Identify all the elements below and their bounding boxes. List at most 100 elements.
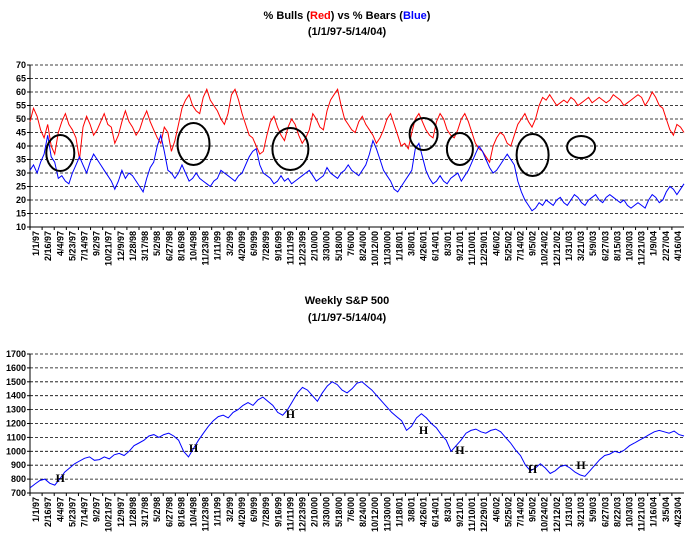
chart2-x-tick-label: 7/14/97 [80,497,90,527]
chart1-x-tick-label: 9/21/01 [455,231,465,261]
chart1-highlight-circle [271,127,310,171]
chart2-y-tick-label: 1700 [6,349,26,359]
chart2-x-tick-label: 1/18/01 [394,497,404,527]
chart2-x-tick-label: 3/2/99 [225,497,235,522]
chart2-y-tick-label: 700 [11,488,26,498]
chart1-series-line [29,133,685,212]
chart2-annotation-h: H [576,458,586,472]
chart1-x-tick-label: 6/27/03 [600,231,610,261]
chart2-x-tick-label: 12/9/97 [116,497,126,527]
chart2-x-tick-label: 5/9/03 [588,497,598,522]
chart2-x-tick-label: 5/23/97 [67,497,77,527]
chart1-x-tick-label: 3/21/03 [576,231,586,261]
chart2-x-tick-label: 10/21/97 [104,497,114,532]
chart2-x-tick-label: 11/10/01 [467,497,477,532]
chart2-x-tick-label: 7/14/02 [516,497,526,527]
chart1-title: % Bulls (Red) vs % Bears (Blue) [264,10,431,22]
chart1-x-tick-label: 6/27/98 [164,231,174,261]
chart1-y-tick-label: 35 [16,155,26,165]
chart1-x-tick-label: 11/11/99 [285,231,295,265]
chart1-highlight-circle [45,134,76,172]
chart1-y-tick-label: 65 [16,74,26,84]
chart2-y-tick-label: 1400 [6,391,26,401]
chart2-x-tick-label: 7/28/99 [261,497,271,527]
chart2-y-tick-label: 1100 [6,432,26,442]
chart1-highlight-circle [566,135,597,159]
chart1-x-tick-label: 2/16/97 [43,231,53,261]
chart2-title: Weekly S&P 500 [305,295,390,307]
chart2-series-line [29,381,685,489]
chart2-x-tick-label: 6/9/99 [249,497,259,522]
chart2-x-tick-label: 8/24/00 [358,497,368,527]
chart2-x-tick-label: 12/12/02 [552,497,562,532]
chart2-y-tick-label: 900 [11,460,26,470]
chart1-x-tick-label: 4/4/97 [55,231,65,256]
chart1-y-tick-label: 30 [16,168,26,178]
chart1-y-tick-label: 20 [16,195,26,205]
chart1-x-tick-label: 1/1/97 [31,231,41,256]
chart1-x-tick-label: 1/9/04 [649,231,659,256]
chart2-annotation-h: H [419,423,429,437]
chart1-subtitle: (1/1/97-5/14/04) [308,26,387,38]
chart1-x-tick-label: 9/2/97 [92,231,102,256]
chart1-x-tick-label: 9/16/99 [273,231,283,261]
chart1-series-line [29,87,685,164]
chart1-x-tick-label: 7/14/97 [80,231,90,261]
chart1-x-tick-label: 4/6/02 [491,231,501,256]
chart1-x-tick-label: 7/14/02 [516,231,526,261]
chart1-y-tick-label: 55 [16,101,26,111]
chart1-x-tick-label: 8/24/00 [358,231,368,261]
chart2-x-tick-label: 1/28/98 [128,497,138,527]
chart1-x-tick-label: 1/11/99 [213,231,223,261]
chart1-highlight-circle [176,122,211,166]
chart1-y-tick-label: 60 [16,87,26,97]
chart2-x-tick-label: 7/6/00 [346,497,356,522]
chart2-y-tick-label: 1600 [6,363,26,373]
chart2-x-tick-label: 12/23/99 [298,497,308,532]
chart2-y-tick-label: 1200 [6,419,26,429]
chart1-x-tick-label: 8/16/98 [176,231,186,261]
chart2-x-tick-label: 9/16/99 [273,497,283,527]
chart1-y-tick-label: 40 [16,141,26,151]
chart1-x-tick-label: 11/23/98 [201,231,211,266]
chart1-x-tick-label: 4/26/01 [419,231,429,261]
chart2-x-tick-label: 8/3/01 [443,497,453,522]
chart2-x-tick-label: 12/29/01 [479,497,489,532]
chart2-x-tick-label: 3/5/04 [661,497,671,522]
chart2-x-tick-label: 6/14/01 [431,497,441,527]
chart1-highlight-circle [408,117,439,151]
chart2-x-tick-label: 4/6/02 [491,497,501,522]
chart1-x-tick-label: 12/9/97 [116,231,126,261]
chart1-x-tick-label: 1/18/01 [394,231,404,261]
chart1-x-tick-label: 4/20/99 [237,231,247,261]
chart1-x-tick-label: 5/2/98 [152,231,162,256]
chart2-x-tick-label: 8/22/03 [612,497,622,527]
chart1-title-part: ) [427,10,431,22]
chart2-y-tick-label: 1000 [6,446,26,456]
chart1-x-tick-label: 6/9/99 [249,231,259,256]
chart1-x-tick-label: 10/12/00 [370,231,380,266]
chart2-plot: 700 800 900 1000 1100 1200 1300 1400 1500 1600 170… [6,349,685,532]
chart1-y-tick-label: 70 [16,60,26,70]
chart2-x-tick-label: 10/12/00 [370,497,380,532]
chart2-x-tick-label: 5/25/02 [503,497,513,527]
chart1-x-tick-label: 10/21/97 [104,231,114,266]
chart2-x-tick-label: 11/11/99 [285,497,295,531]
chart1-x-tick-label: 5/25/02 [503,231,513,261]
chart2-x-tick-label: 8/16/98 [176,497,186,527]
chart2-annotation-h: H [189,441,199,455]
chart2-annotation-h: H [56,471,66,485]
chart1-x-tick-label: 11/21/03 [637,231,647,266]
chart2-x-tick-label: 3/17/98 [140,497,150,527]
chart1-x-tick-label: 3/2/99 [225,231,235,256]
chart1-y-tick-label: 25 [16,182,26,192]
chart1-x-tick-label: 7/6/00 [346,231,356,256]
chart1-x-tick-label: 11/10/01 [467,231,477,266]
chart1-x-tick-label: 10/3/03 [625,231,635,261]
chart1-x-tick-label: 9/5/02 [528,231,538,256]
chart1-x-tick-label: 10/24/02 [540,231,550,266]
chart2-annotation-h: H [455,443,465,457]
chart2-x-tick-label: 10/24/02 [540,497,550,532]
chart2-x-tick-label: 9/21/01 [455,497,465,527]
